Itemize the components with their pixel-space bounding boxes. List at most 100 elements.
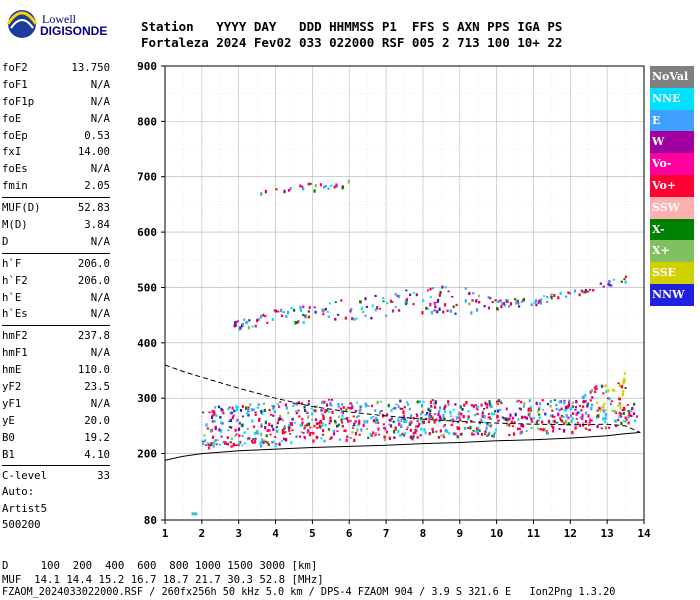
trace-point [307,422,311,426]
trace-point [604,413,607,416]
param-value: 52.83 [77,201,110,215]
trace-point [233,409,236,413]
trace-point [478,429,481,432]
trace-point [384,428,387,431]
trace-point [415,413,418,416]
trace-point [467,415,470,420]
trace-point [385,314,388,317]
param-value: 14.00 [77,145,110,159]
trace-point [539,428,542,431]
trace-point [429,302,432,307]
trace-point [549,399,552,403]
trace-point [447,400,450,404]
trace-point [522,424,525,428]
trace-point [403,406,406,409]
trace-point [467,417,470,421]
trace-point [234,322,237,325]
trace-point [230,426,233,429]
trace-point [226,443,229,446]
trace-point [472,404,475,408]
trace-point [520,424,523,428]
trace-point [434,400,437,403]
param-label: hmF2 [2,329,28,343]
polarization-legend: NoVal NNE E W Vo- Vo+ SSW X- X+ SSE NNW [650,66,696,306]
trace-point [416,420,419,422]
trace-point [321,433,325,436]
trace-point [472,292,475,295]
trace-point [550,296,553,300]
trace-point [587,414,590,418]
trace-point [204,439,207,443]
trace-point [266,429,269,433]
trace-point [229,418,232,422]
trace-point [602,392,605,394]
trace-point [262,313,265,317]
trace-point [559,417,562,420]
trace-point [519,408,522,411]
trace-point [530,419,533,423]
trace-point [377,421,380,424]
trace-point [431,287,434,290]
profile-dashed-line [164,364,641,433]
trace-point [451,295,454,298]
trace-point [528,415,531,418]
trace-point [232,442,235,446]
trace-point [538,413,541,416]
trace-point [440,434,443,437]
trace-point [214,405,217,409]
trace-point [488,431,491,434]
trace-point [209,444,212,447]
trace-point [563,429,566,433]
trace-point [429,415,433,418]
trace-point [546,301,549,303]
trace-point [454,312,457,315]
trace-point [590,389,594,393]
trace-point [241,434,244,437]
trace-point [264,420,267,425]
trace-point [378,307,382,310]
trace-point [505,407,508,411]
trace-point [500,304,503,309]
trace-point [567,403,570,408]
trace-point [349,420,352,422]
trace-point [329,416,332,420]
trace-point [365,305,369,308]
trace-point [351,431,354,434]
trace-point [571,417,574,421]
trace-point [290,306,293,310]
trace-point [357,415,360,418]
trace-point [420,416,423,420]
trace-point [352,425,355,429]
trace-point [312,432,315,435]
trace-point [441,285,444,289]
trace-point [315,435,318,440]
trace-point [504,417,507,421]
trace-point [545,430,548,432]
trace-point [596,425,599,429]
trace-point [464,299,467,303]
trace-point [275,188,278,191]
trace-point [291,417,294,421]
trace-point [362,310,365,314]
trace-point [372,431,375,434]
trace-point [272,406,275,410]
param-value: N/A [90,77,110,91]
trace-point [599,282,602,285]
legend-item: Vo- [650,153,694,175]
y-tick-label: 800 [137,115,157,128]
trace-point [429,412,432,416]
trace-point [433,309,436,312]
trace-point [288,433,292,435]
trace-point [293,308,296,312]
trace-point [212,444,215,448]
trace-point [611,388,614,392]
y-tick-label: 200 [137,448,157,461]
trace-point [337,423,340,427]
trace-point [541,420,544,424]
trace-point [409,435,413,440]
x-tick-label: 10 [490,527,503,540]
trace-point [535,421,538,424]
trace-point [592,289,595,292]
trace-point [268,422,271,427]
trace-point [428,416,431,420]
